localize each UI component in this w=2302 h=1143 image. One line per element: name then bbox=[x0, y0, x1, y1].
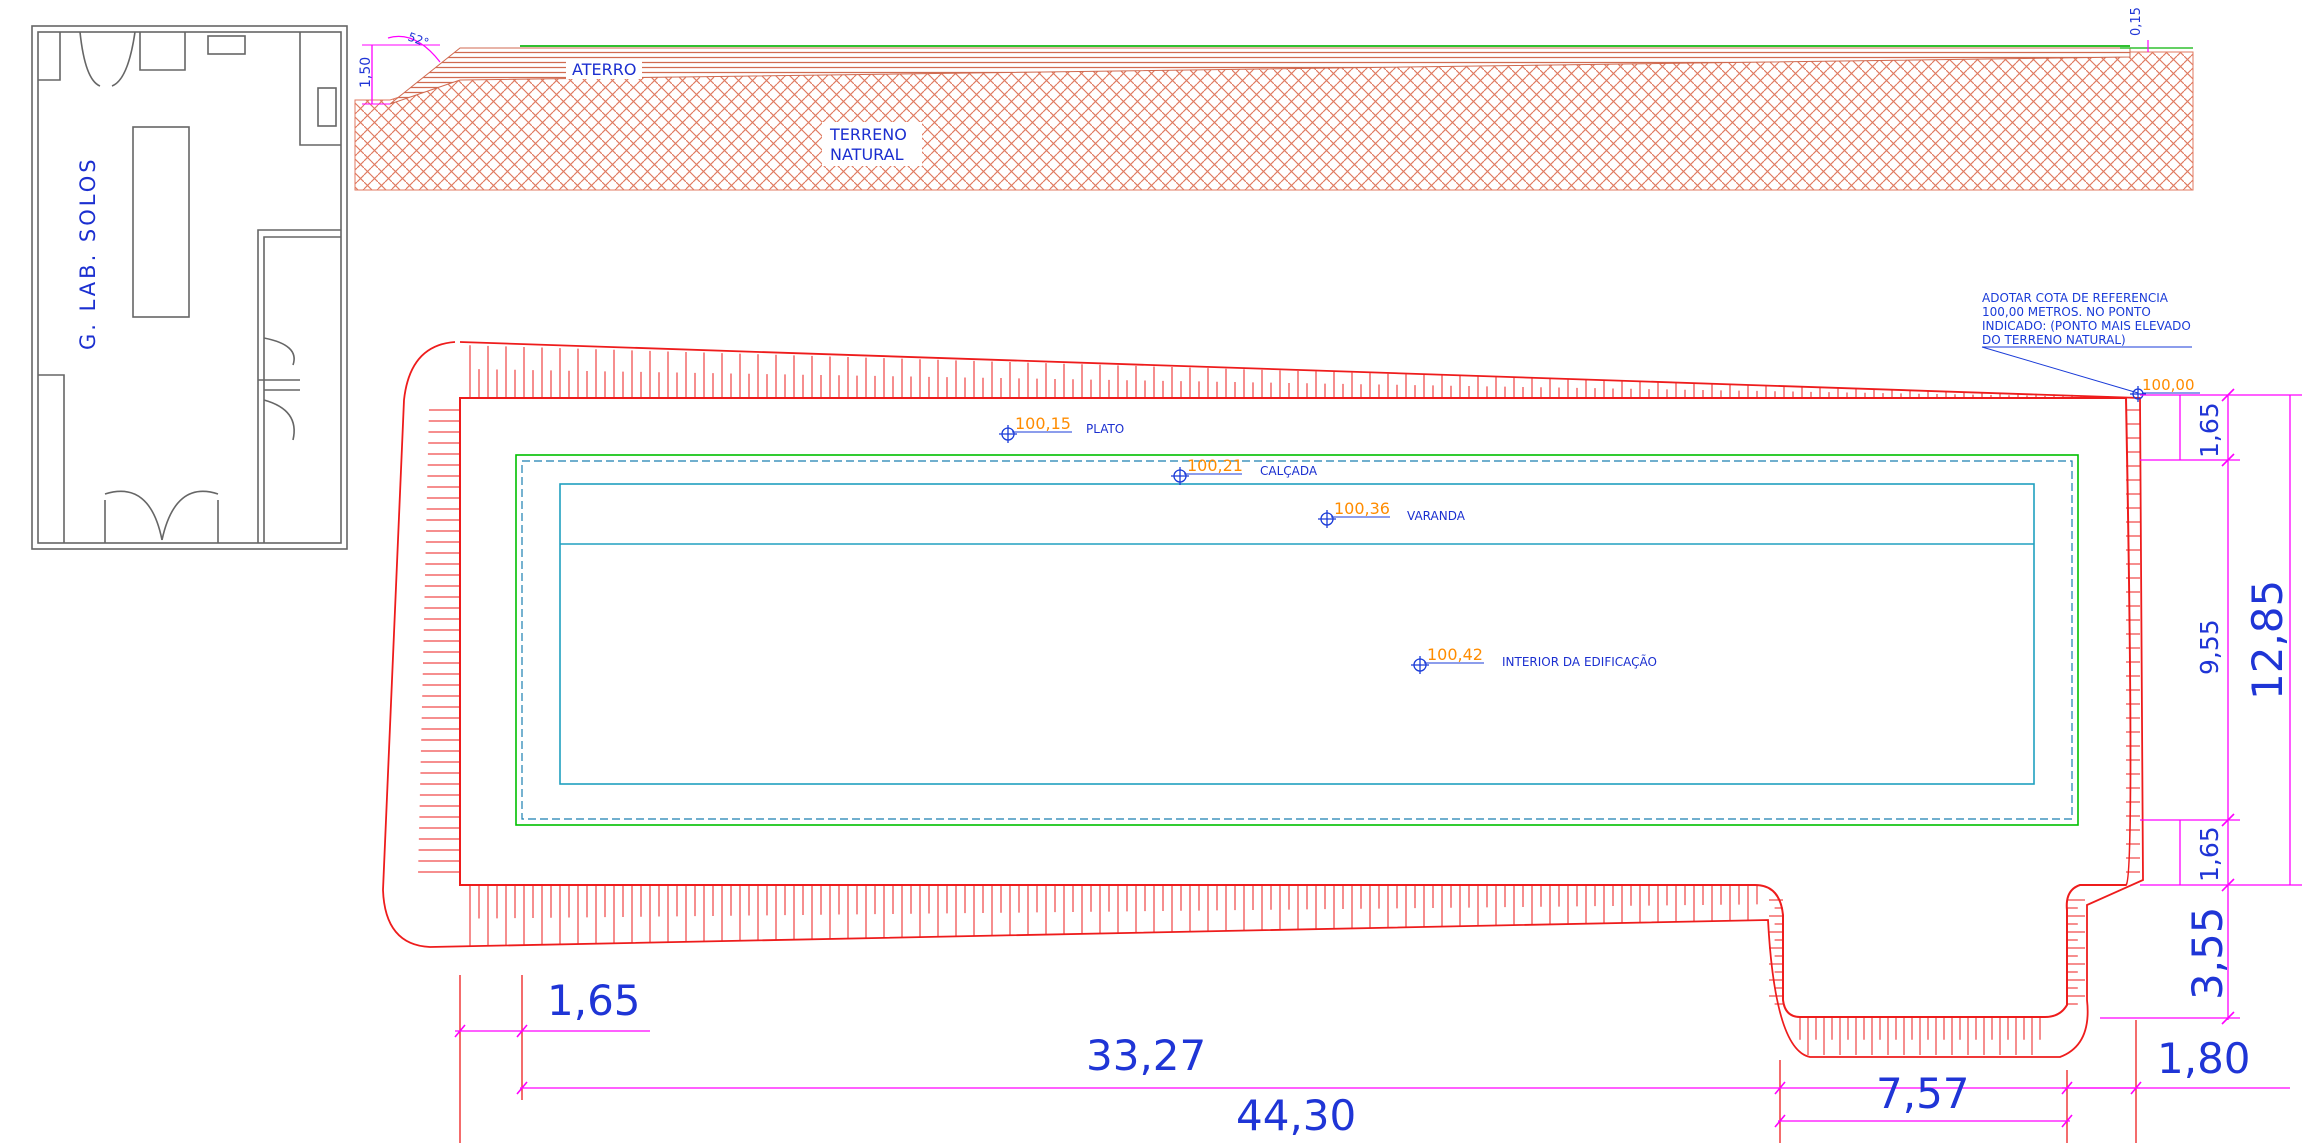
level-marker-interior: 100,42 INTERIOR DA EDIFICAÇÃO bbox=[1411, 645, 1657, 674]
level-value: 100,42 bbox=[1427, 645, 1483, 664]
dim-side-total: 12,85 bbox=[2243, 580, 2292, 700]
dim-total-length: 44,30 bbox=[1236, 1091, 1356, 1140]
section-slope-angle: 52° bbox=[406, 30, 431, 50]
slope-outer-boundary bbox=[382, 341, 2144, 1058]
walkway-dashed bbox=[521, 460, 2073, 820]
floorplan bbox=[31, 25, 348, 550]
platform-boundary bbox=[459, 397, 2132, 1018]
dimension-labels: 1,65 33,27 44,30 7,57 1,80 1,65 9,55 1,6… bbox=[547, 402, 2292, 1140]
datum-note-2: 100,00 METROS. NO PONTO bbox=[1982, 305, 2151, 319]
section-top-dim: 0,15 bbox=[2129, 7, 2144, 36]
level-name: VARANDA bbox=[1407, 509, 1466, 523]
datum-note-4: DO TERRENO NATURAL) bbox=[1982, 333, 2126, 347]
level-name: INTERIOR DA EDIFICAÇÃO bbox=[1502, 654, 1657, 669]
floorplan-title: G. LAB. SOLOS bbox=[76, 156, 100, 350]
slope-hatching bbox=[418, 345, 2140, 1055]
level-marker-plato: 100,15 PLATO bbox=[999, 414, 1124, 443]
level-marker-calcada: 100,21 CALÇADA bbox=[1171, 456, 1318, 485]
datum-marker bbox=[2130, 386, 2146, 402]
level-name: CALÇADA bbox=[1260, 464, 1318, 478]
level-value: 100,15 bbox=[1015, 414, 1071, 433]
level-value: 100,21 bbox=[1187, 456, 1243, 475]
section-natural-label-1: TERRENO bbox=[829, 125, 907, 144]
dim-notch-width: 7,57 bbox=[1876, 1069, 1970, 1118]
dim-building-length: 33,27 bbox=[1086, 1031, 1206, 1080]
datum-elevation: 100,00 bbox=[2142, 376, 2195, 394]
section-natural-label-2: NATURAL bbox=[830, 145, 904, 164]
dim-side-bottom: 1,65 bbox=[2195, 826, 2224, 882]
building-outline bbox=[559, 483, 2035, 785]
dim-right-offset: 1,80 bbox=[2157, 1034, 2251, 1083]
section-height-dim: 1,50 bbox=[358, 57, 374, 88]
dim-side-middle: 9,55 bbox=[2195, 619, 2224, 675]
dim-left-offset: 1,65 bbox=[547, 976, 641, 1025]
dim-notch-depth: 3,55 bbox=[2183, 906, 2232, 1000]
level-value: 100,36 bbox=[1334, 499, 1390, 518]
datum-note-3: INDICADO: (PONTO MAIS ELEVADO bbox=[1982, 319, 2191, 333]
dimensions bbox=[454, 388, 2302, 1143]
level-name: PLATO bbox=[1086, 422, 1124, 436]
fill-embankment bbox=[389, 47, 2131, 105]
walkway-outline bbox=[515, 454, 2079, 826]
datum-note-1: ADOTAR COTA DE REFERENCIA bbox=[1982, 291, 2169, 305]
level-marker-varanda: 100,36 VARANDA bbox=[1318, 499, 1466, 528]
site-plan: ADOTAR COTA DE REFERENCIA 100,00 METROS.… bbox=[382, 291, 2200, 1058]
section-fill-label: ATERRO bbox=[572, 60, 636, 79]
cross-section: 1,50 52° 0,15 ATERRO TERRENO NATURAL bbox=[354, 7, 2194, 191]
dim-side-top: 1,65 bbox=[2195, 402, 2224, 458]
